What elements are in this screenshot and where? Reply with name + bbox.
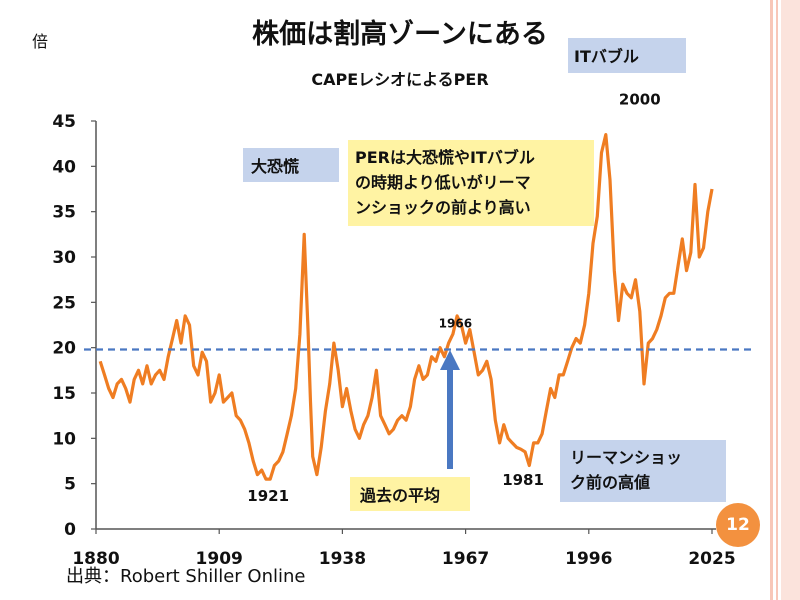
y-axis-ticks: 0 5 10 15 20 25 30 35 40 45	[52, 112, 96, 540]
year-annotation-1981: 1981	[502, 471, 544, 489]
y-tick-label: 0	[64, 520, 76, 540]
y-tick-label: 45	[52, 112, 76, 132]
note-line-1: PERは大恐慌やITバブル	[355, 148, 535, 167]
x-tick-label: 1938	[319, 549, 366, 569]
y-tick-label: 10	[52, 429, 76, 449]
x-axis-ticks: 1880 1909 1938 1967 1996 2025	[72, 529, 736, 569]
source-credit: 出典：Robert Shiller Online	[66, 566, 306, 587]
lehman-line-1: リーマンショッ	[570, 448, 683, 467]
average-label: 過去の平均	[360, 486, 441, 505]
chart-subtitle: CAPEレシオによるPER	[311, 70, 489, 89]
y-tick-label: 25	[52, 293, 76, 313]
x-tick-label: 1880	[72, 549, 119, 569]
decor-stripe-outer	[781, 0, 800, 600]
x-tick-label: 2025	[688, 549, 735, 569]
y-unit-label: 倍	[32, 32, 49, 51]
year-annotation-2000: 2000	[619, 90, 661, 108]
y-tick-label: 5	[64, 475, 76, 495]
y-tick-label: 20	[52, 339, 76, 359]
x-tick-label: 1996	[565, 549, 612, 569]
x-tick-label: 1909	[196, 549, 243, 569]
year-annotation-1966: 1966	[439, 316, 472, 330]
slide-number-badge: 12	[716, 503, 760, 547]
page-title: 株価は割高ゾーンにある	[252, 19, 548, 50]
arrow-shaft	[447, 368, 453, 469]
y-tick-label: 30	[52, 248, 76, 268]
y-tick-label: 15	[52, 384, 76, 404]
arrow-head	[440, 350, 460, 370]
y-tick-label: 40	[52, 157, 76, 177]
per-note-callout: PERは大恐慌やITバブル の時期より低いがリーマ ンショックの前より高い	[348, 140, 594, 226]
x-tick-label: 1967	[442, 549, 489, 569]
it-bubble-callout: ITバブル	[568, 38, 686, 73]
decor-stripe-2	[776, 0, 778, 600]
lehman-callout: リーマンショッ ク前の高値	[560, 440, 726, 502]
note-line-2: の時期より低いがリーマ	[355, 173, 531, 192]
great-depression-callout: 大恐慌	[243, 148, 339, 182]
great-depression-label: 大恐慌	[251, 157, 300, 176]
average-arrow	[440, 350, 460, 469]
it-bubble-label: ITバブル	[574, 47, 639, 66]
series-line-cape	[98, 133, 714, 481]
year-annotation-1921: 1921	[247, 487, 289, 505]
average-callout: 過去の平均	[350, 477, 470, 511]
decor-stripe-1	[770, 0, 773, 600]
lehman-line-2: ク前の高値	[570, 473, 651, 492]
y-tick-label: 35	[52, 203, 76, 223]
note-line-3: ンショックの前より高い	[355, 198, 531, 217]
